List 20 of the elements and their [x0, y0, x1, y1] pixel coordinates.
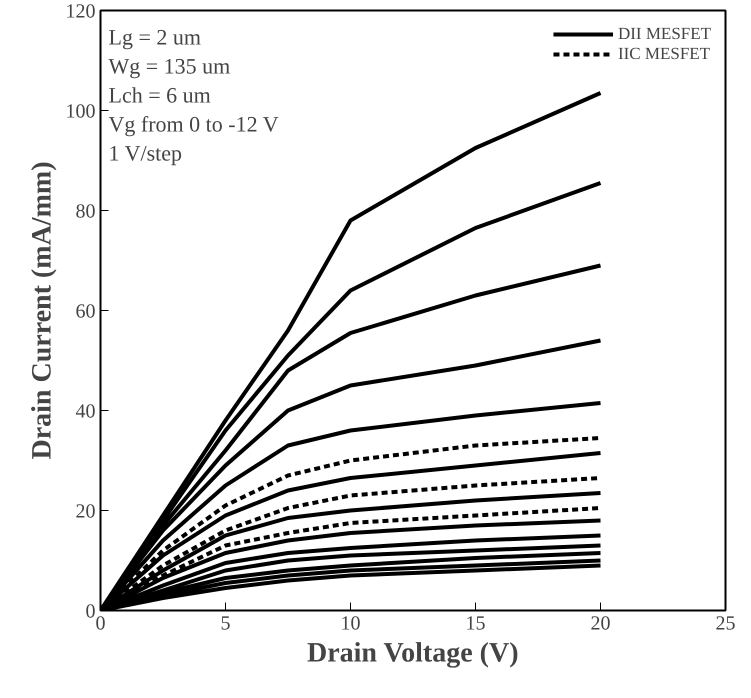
x-tick-label: 15	[466, 612, 486, 634]
annotation: Wg = 135 um	[108, 54, 230, 78]
legend-label: IIC MESFET	[618, 44, 710, 64]
x-axis-title: Drain Voltage (V)	[306, 638, 519, 668]
x-tick-label: 20	[590, 612, 610, 634]
y-tick-label: 80	[76, 200, 96, 222]
y-tick-label: 120	[66, 0, 96, 22]
x-tick-label: 25	[716, 612, 736, 634]
x-tick-label: 10	[340, 612, 360, 634]
legend-label: DII MESFET	[618, 24, 711, 44]
annotation: Vg from 0 to -12 V	[108, 112, 279, 136]
y-tick-label: 40	[76, 400, 96, 422]
annotation: Lch = 6 um	[108, 82, 211, 108]
y-tick-label: 20	[76, 500, 96, 522]
annotation: 1 V/step	[108, 140, 182, 166]
y-axis-title: Drain Current (mA/mm)	[26, 161, 58, 460]
y-tick-label: 60	[76, 300, 96, 322]
y-tick-label: 100	[66, 100, 96, 122]
annotation: Lg = 2 um	[108, 24, 201, 50]
x-tick-label: 5	[220, 612, 230, 634]
